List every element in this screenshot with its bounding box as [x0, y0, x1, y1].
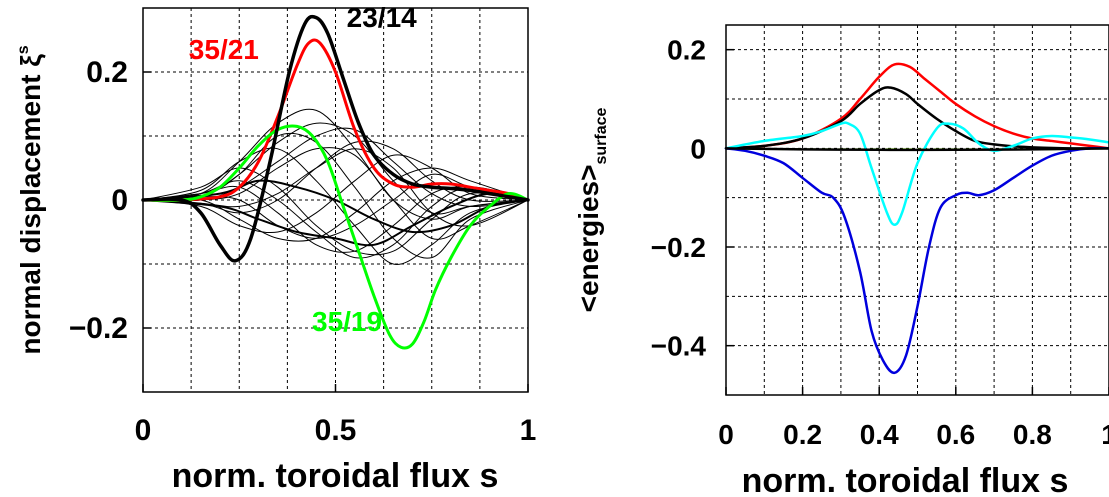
left-x-tick-label: 0 — [135, 414, 152, 447]
left-y-axis-label: normal displacement ξs — [15, 45, 46, 354]
left-series-line-3 — [142, 192, 529, 247]
right-y-axis-label-sub: surface — [593, 108, 610, 165]
left-series-line-0 — [141, 14, 530, 263]
right-x-axis-label: norm. toroidal flux s — [742, 462, 1069, 497]
right-x-tick-label: 0.8 — [1013, 419, 1052, 450]
right-y-axis-label-main: <energies> — [573, 165, 604, 313]
right-chart: 0 0.2 0.4 0.6 0.8 1 −0.4 −0.2 0 0.2 norm. toroida… — [573, 24, 1109, 497]
right-series-line-3 — [724, 146, 1109, 375]
left-x-axis-label: norm. toroidal flux s — [172, 457, 499, 495]
left-series-line-9 — [142, 154, 529, 234]
right-series-line-4 — [724, 147, 1109, 152]
left-y-tick-label: −0.2 — [69, 312, 128, 345]
right-y-tick-label: −0.4 — [651, 331, 707, 362]
right-x-tick-label: 0 — [718, 419, 734, 450]
right-y-axis-label: <energies>surface — [573, 108, 610, 313]
right-series-line-2 — [724, 121, 1109, 227]
left-chart: 0 0.5 1 −0.2 0 0.2 23/14 35/21 35/19 norm. toro… — [15, 2, 536, 495]
right-x-tick-label: 0.4 — [860, 419, 899, 450]
left-y-tick-label: 0.2 — [86, 56, 128, 89]
left-y-axis-label-sup: s — [15, 45, 32, 54]
right-plot-frame — [725, 24, 1109, 396]
left-annotation-label: 35/19 — [312, 306, 382, 337]
left-series-line-1 — [141, 38, 530, 202]
left-series-line-15 — [142, 147, 529, 240]
left-series-line-17 — [142, 167, 529, 242]
right-y-tick-label: −0.2 — [651, 232, 706, 263]
right-x-tick-label: 0.2 — [783, 419, 822, 450]
left-x-tick-label: 1 — [520, 414, 537, 447]
right-y-tick-label: 0 — [690, 133, 706, 164]
left-series-line-2 — [141, 124, 530, 350]
right-x-tick-label: 0.6 — [936, 419, 975, 450]
left-annotation-label: 23/14 — [347, 2, 417, 33]
right-series-line-0 — [724, 62, 1109, 150]
left-x-tick-label: 0.5 — [315, 414, 357, 447]
left-series-line-13 — [142, 147, 529, 265]
left-y-tick-label: 0 — [111, 184, 128, 217]
right-y-tick-label: 0.2 — [667, 35, 706, 66]
left-annotation-label: 35/21 — [189, 34, 259, 65]
right-x-tick-label: 1 — [1101, 419, 1109, 450]
left-y-axis-label-main: normal displacement ξ — [15, 54, 46, 355]
